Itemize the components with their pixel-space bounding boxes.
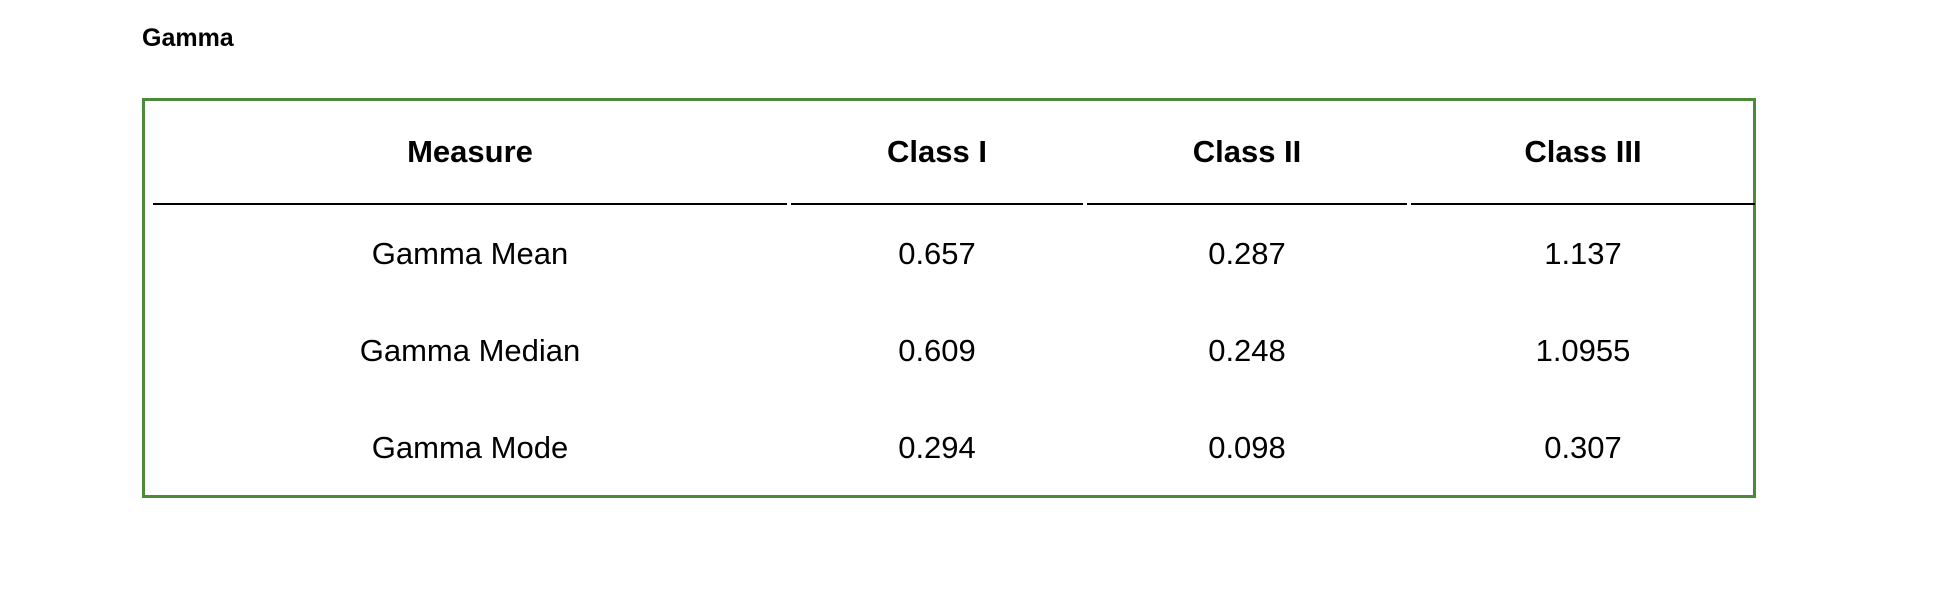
column-header-class-iii: Class III	[1411, 101, 1755, 205]
column-header-class-ii: Class II	[1087, 101, 1407, 205]
table-cell: 0.098	[1208, 429, 1286, 465]
table-row: Gamma Mean 0.657 0.287 1.137	[153, 205, 1755, 302]
column-header-class-i: Class I	[791, 101, 1083, 205]
row-label: Gamma Median	[359, 332, 581, 368]
table-cell: 1.0955	[1535, 332, 1631, 368]
table-cell: 1.137	[1544, 235, 1622, 271]
table-row: Gamma Median 0.609 0.248 1.0955	[153, 302, 1755, 399]
column-header-measure: Measure	[153, 101, 787, 205]
table-cell: 0.248	[1208, 332, 1286, 368]
table-cell: 0.307	[1544, 429, 1622, 465]
table-cell: 0.294	[898, 429, 976, 465]
gamma-table: Measure Class I Class II Class III Gamma…	[149, 101, 1759, 496]
table-cell: 0.657	[898, 235, 976, 271]
table-cell: 0.609	[898, 332, 976, 368]
table-header-row: Measure Class I Class II Class III	[153, 101, 1755, 205]
table-row: Gamma Mode 0.294 0.098 0.307	[153, 399, 1755, 496]
gamma-table-container: Measure Class I Class II Class III Gamma…	[142, 98, 1756, 498]
section-title: Gamma	[142, 24, 234, 52]
table-cell: 0.287	[1208, 235, 1286, 271]
row-label: Gamma Mean	[371, 235, 569, 271]
row-label: Gamma Mode	[371, 429, 569, 465]
